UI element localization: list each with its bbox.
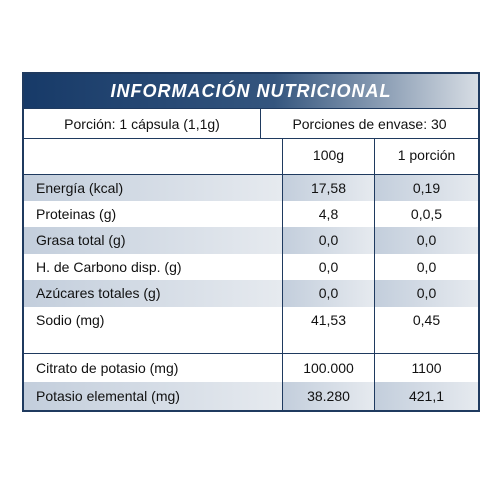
value: 0,0: [374, 280, 478, 307]
spacer: [282, 333, 374, 353]
nutrient: Grasa total (g): [24, 227, 282, 254]
value: 38.280: [282, 381, 374, 410]
value: 0,0: [282, 280, 374, 307]
value: 0,0,5: [374, 200, 478, 227]
spacer: [24, 333, 282, 353]
nutrient: Citrato de potasio (mg): [24, 353, 282, 382]
nutrient: Proteinas (g): [36, 205, 117, 222]
value: 0,45: [374, 306, 478, 333]
value: 1100: [374, 353, 478, 382]
column-header: 1 porción: [374, 138, 478, 174]
value: 17,58: [282, 174, 374, 201]
value: 0,0: [282, 253, 374, 280]
servings: Porciones de envase: 30: [260, 108, 478, 138]
nutrient: Potasio elemental (mg): [24, 381, 282, 410]
value: 0,0: [374, 253, 478, 280]
nutrient: Sodio (mg): [36, 311, 105, 328]
value: 0,0: [374, 227, 478, 254]
blank-header: [24, 138, 282, 174]
value: 100.000: [282, 353, 374, 382]
portion: Porción: 1 cápsula (1,1g): [24, 108, 260, 138]
value: 41,53: [282, 306, 374, 333]
nutrition-table: INFORMACIÓN NUTRICIONAL Porción: 1 cápsu…: [22, 72, 480, 412]
title: INFORMACIÓN NUTRICIONAL: [24, 74, 478, 108]
value: 0,0: [282, 227, 374, 254]
nutrient: H. de Carbono disp. (g): [36, 258, 182, 275]
value: 4,8: [282, 200, 374, 227]
value: 421,1: [374, 381, 478, 410]
spacer: [374, 333, 478, 353]
nutrient: Energía (kcal): [24, 174, 282, 201]
value: 0,19: [374, 174, 478, 201]
column-header: 100g: [282, 138, 374, 174]
nutrient: Azúcares totales (g): [24, 280, 282, 307]
